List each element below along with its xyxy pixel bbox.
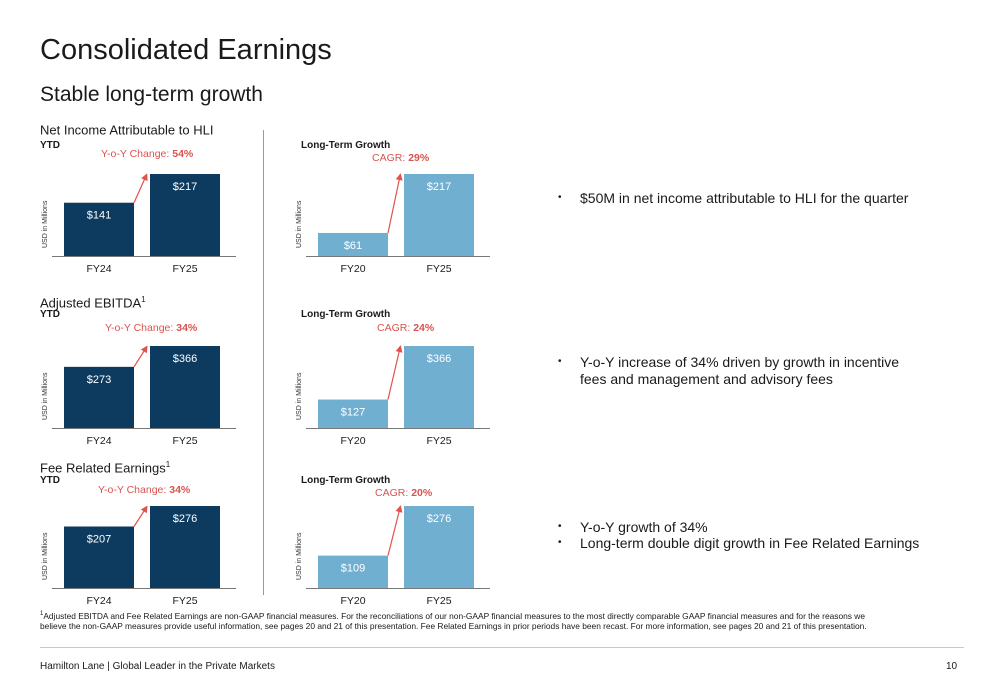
bar-fy25 <box>150 346 220 428</box>
bar-value-label: $217 <box>173 181 197 193</box>
bar-fy20 <box>318 399 388 428</box>
growth-arrow <box>387 175 401 234</box>
bar-fy25 <box>150 506 220 588</box>
long-term-growth-label: Long-Term Growth <box>301 140 391 151</box>
chart-svg: USD in Millions $273 FY24 $366 FY25 <box>42 345 236 447</box>
net-income-long-term-chart: USD in Millions $61 FY20 $217 FY25 <box>294 168 490 278</box>
page-title: Consolidated Earnings <box>40 34 332 66</box>
category-label: FY20 <box>340 435 365 447</box>
ytd-label: YTD <box>40 475 60 486</box>
bar-value-label: $109 <box>341 563 365 575</box>
adjusted-ebitda-long-term-chart: USD in Millions $127 FY20 $366 FY25 <box>294 340 490 450</box>
net-income-ytd-chart: USD in Millions $141 FY24 $217 FY25 <box>40 168 236 278</box>
growth-arrow <box>133 175 147 203</box>
adjusted-ebitda-ytd-chart: USD in Millions $273 FY24 $366 FY25 <box>40 340 236 450</box>
growth-arrow-head <box>395 505 403 513</box>
category-label: FY24 <box>86 263 111 275</box>
page-number: 10 <box>946 661 958 672</box>
chart-svg: USD in Millions $127 FY20 $366 FY25 <box>296 345 490 447</box>
bar-fy24 <box>64 202 134 256</box>
growth-arrow-head <box>140 505 148 514</box>
growth-arrow-head <box>140 345 148 354</box>
bar-value-label: $127 <box>341 407 365 419</box>
category-label: FY24 <box>86 595 111 607</box>
bar-value-label: $273 <box>87 374 111 386</box>
footer-company-tagline: Hamilton Lane | Global Leader in the Pri… <box>40 661 275 672</box>
growth-arrow <box>387 507 401 556</box>
footer-divider <box>40 647 964 648</box>
category-label: FY25 <box>426 435 451 447</box>
bullet-text: Y-o-Y increase of 34% driven by growth i… <box>580 354 900 387</box>
bar-value-label: $276 <box>173 513 197 525</box>
growth-arrow-head <box>395 173 403 181</box>
bar-value-label: $366 <box>173 353 197 365</box>
bar-fy25 <box>404 506 474 588</box>
growth-arrow <box>387 347 401 400</box>
yoy-change-label: Y-o-Y Change: 54% <box>101 148 194 160</box>
section-title-fee-related-earnings: Fee Related Earnings1 <box>40 460 171 476</box>
vertical-divider <box>263 130 264 595</box>
bar-fy25 <box>404 346 474 428</box>
category-label: FY25 <box>172 263 197 275</box>
bar-fy20 <box>318 555 388 588</box>
yoy-change-label: Y-o-Y Change: 34% <box>98 484 191 496</box>
page-subtitle: Stable long-term growth <box>40 83 263 106</box>
y-axis-label: USD in Millions <box>42 372 49 420</box>
category-label: FY25 <box>172 435 197 447</box>
chart-svg: USD in Millions $141 FY24 $217 FY25 <box>42 173 236 275</box>
bar-value-label: $366 <box>427 353 451 365</box>
category-label: FY25 <box>426 595 451 607</box>
ytd-label: YTD <box>40 140 60 151</box>
bullet-dot: • <box>558 537 562 548</box>
bullet-dot: • <box>558 356 562 367</box>
y-axis-label: USD in Millions <box>42 532 49 580</box>
bar-value-label: $217 <box>427 181 451 193</box>
bullet-dot: • <box>558 192 562 203</box>
category-label: FY20 <box>340 263 365 275</box>
fee-related-earnings-long-term-chart: USD in Millions $109 FY20 $276 FY25 <box>294 500 490 610</box>
bullet-text: $50M in net income attributable to HLI f… <box>580 190 909 206</box>
long-term-growth-label: Long-Term Growth <box>301 309 391 320</box>
section-title-adjusted-ebitda: Adjusted EBITDA1 <box>40 295 146 311</box>
category-label: FY25 <box>426 263 451 275</box>
fee-related-earnings-ytd-chart: USD in Millions $207 FY24 $276 FY25 <box>40 500 236 610</box>
bullet-dot: • <box>558 521 562 532</box>
category-label: FY20 <box>340 595 365 607</box>
bullet-text: Y-o-Y growth of 34% <box>580 519 708 535</box>
bar-fy24 <box>64 366 134 428</box>
cagr-label: CAGR: 20% <box>375 487 433 499</box>
footnote: 1Adjusted EBITDA and Fee Related Earning… <box>40 610 867 631</box>
chart-svg: USD in Millions $109 FY20 $276 FY25 <box>296 505 490 607</box>
bullet-text: Long-term double digit growth in Fee Rel… <box>580 535 920 551</box>
bar-fy25 <box>150 174 220 256</box>
ytd-label: YTD <box>40 309 60 320</box>
bar-value-label: $61 <box>344 240 362 252</box>
section-title-net-income: Net Income Attributable to HLI <box>40 122 214 138</box>
chart-svg: USD in Millions $61 FY20 $217 FY25 <box>296 173 490 275</box>
bar-value-label: $141 <box>87 210 111 222</box>
y-axis-label: USD in Millions <box>296 532 303 580</box>
growth-arrow-head <box>141 173 148 182</box>
yoy-change-label: Y-o-Y Change: 34% <box>105 322 198 334</box>
y-axis-label: USD in Millions <box>296 372 303 420</box>
category-label: FY24 <box>86 435 111 447</box>
y-axis-label: USD in Millions <box>296 200 303 248</box>
bar-value-label: $276 <box>427 513 451 525</box>
cagr-label: CAGR: 24% <box>377 322 435 334</box>
y-axis-label: USD in Millions <box>42 200 49 248</box>
cagr-label: CAGR: 29% <box>372 152 430 164</box>
bar-fy20 <box>318 232 388 256</box>
chart-svg: USD in Millions $207 FY24 $276 FY25 <box>42 505 236 607</box>
bar-value-label: $207 <box>87 534 111 546</box>
bar-fy24 <box>64 526 134 588</box>
growth-arrow-head <box>395 345 403 353</box>
category-label: FY25 <box>172 595 197 607</box>
bar-fy25 <box>404 174 474 256</box>
long-term-growth-label: Long-Term Growth <box>301 475 391 486</box>
